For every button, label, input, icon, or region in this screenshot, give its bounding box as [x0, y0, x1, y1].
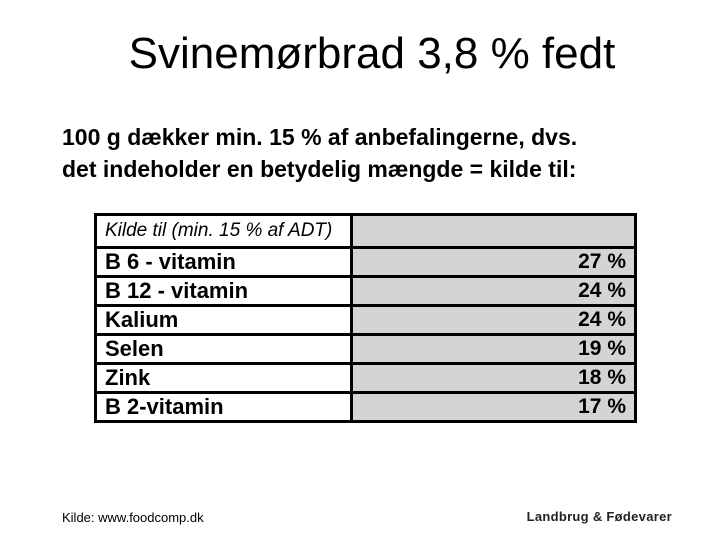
row-value: 17 %: [350, 391, 637, 423]
table-row: B 12 - vitamin 24 %: [94, 275, 637, 307]
row-value: 24 %: [350, 304, 637, 336]
table-row: Selen 19 %: [94, 333, 637, 365]
body-text: 100 g dækker min. 15 % af anbefalingerne…: [62, 121, 662, 185]
table-header-label: Kilde til (min. 15 % af ADT): [94, 213, 353, 249]
row-label: Kalium: [94, 304, 353, 336]
row-label: B 2-vitamin: [94, 391, 353, 423]
body-text-line-2: det indeholder en betydelig mængde = kil…: [62, 156, 577, 182]
slide-title: Svinemørbrad 3,8 % fedt: [128, 29, 616, 78]
logo-wordmark: Landbrug & Fødevarer: [526, 509, 672, 524]
row-value: 27 %: [350, 246, 637, 278]
row-value: 18 %: [350, 362, 637, 394]
row-label: B 6 - vitamin: [94, 246, 353, 278]
table-row: Zink 18 %: [94, 362, 637, 394]
table-row: B 6 - vitamin 27 %: [94, 246, 637, 278]
source-text: Kilde: www.foodcomp.dk: [62, 510, 204, 525]
row-label: B 12 - vitamin: [94, 275, 353, 307]
row-label: Zink: [94, 362, 353, 394]
nutrition-table: Kilde til (min. 15 % af ADT) B 6 - vitam…: [94, 213, 637, 423]
table-header-value: [350, 213, 637, 249]
table-row: B 2-vitamin 17 %: [94, 391, 637, 423]
row-value: 19 %: [350, 333, 637, 365]
row-label: Selen: [94, 333, 353, 365]
body-text-line-1: 100 g dækker min. 15 % af anbefalingerne…: [62, 124, 578, 150]
table-row: Kalium 24 %: [94, 304, 637, 336]
table-header-row: Kilde til (min. 15 % af ADT): [94, 213, 637, 249]
row-value: 24 %: [350, 275, 637, 307]
